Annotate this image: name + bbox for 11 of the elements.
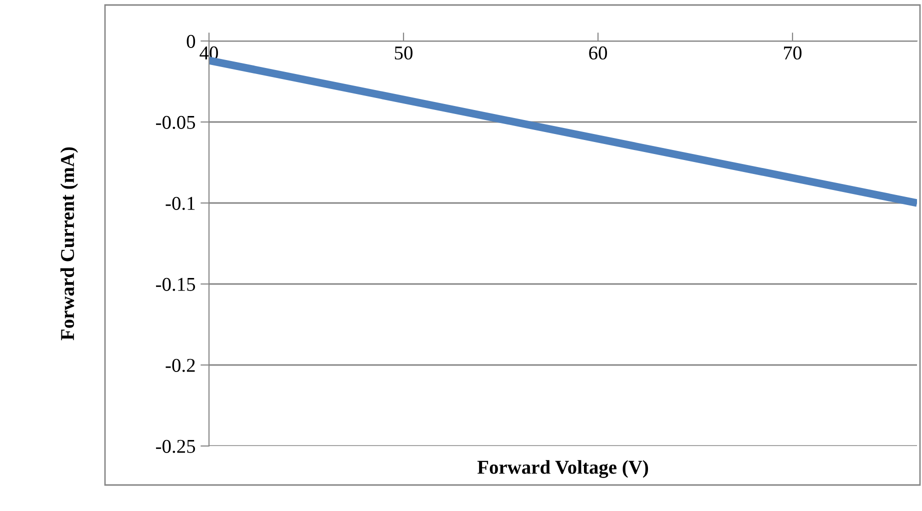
y-tick-label: -0.1 <box>166 196 195 210</box>
y-tick-label: -0.05 <box>156 116 196 130</box>
y-axis-title: Forward Current (mA) <box>60 147 78 340</box>
y-tick-label: -0.2 <box>166 358 195 372</box>
y-tick-label: 0 <box>186 34 196 48</box>
x-tick-label: 70 <box>784 46 802 60</box>
x-tick-label: 60 <box>589 46 607 60</box>
x-tick-label: 50 <box>394 46 412 60</box>
y-tick-label: -0.25 <box>156 440 196 454</box>
x-axis-title: Forward Voltage (V) <box>477 460 648 478</box>
y-tick-label: -0.15 <box>156 278 196 292</box>
